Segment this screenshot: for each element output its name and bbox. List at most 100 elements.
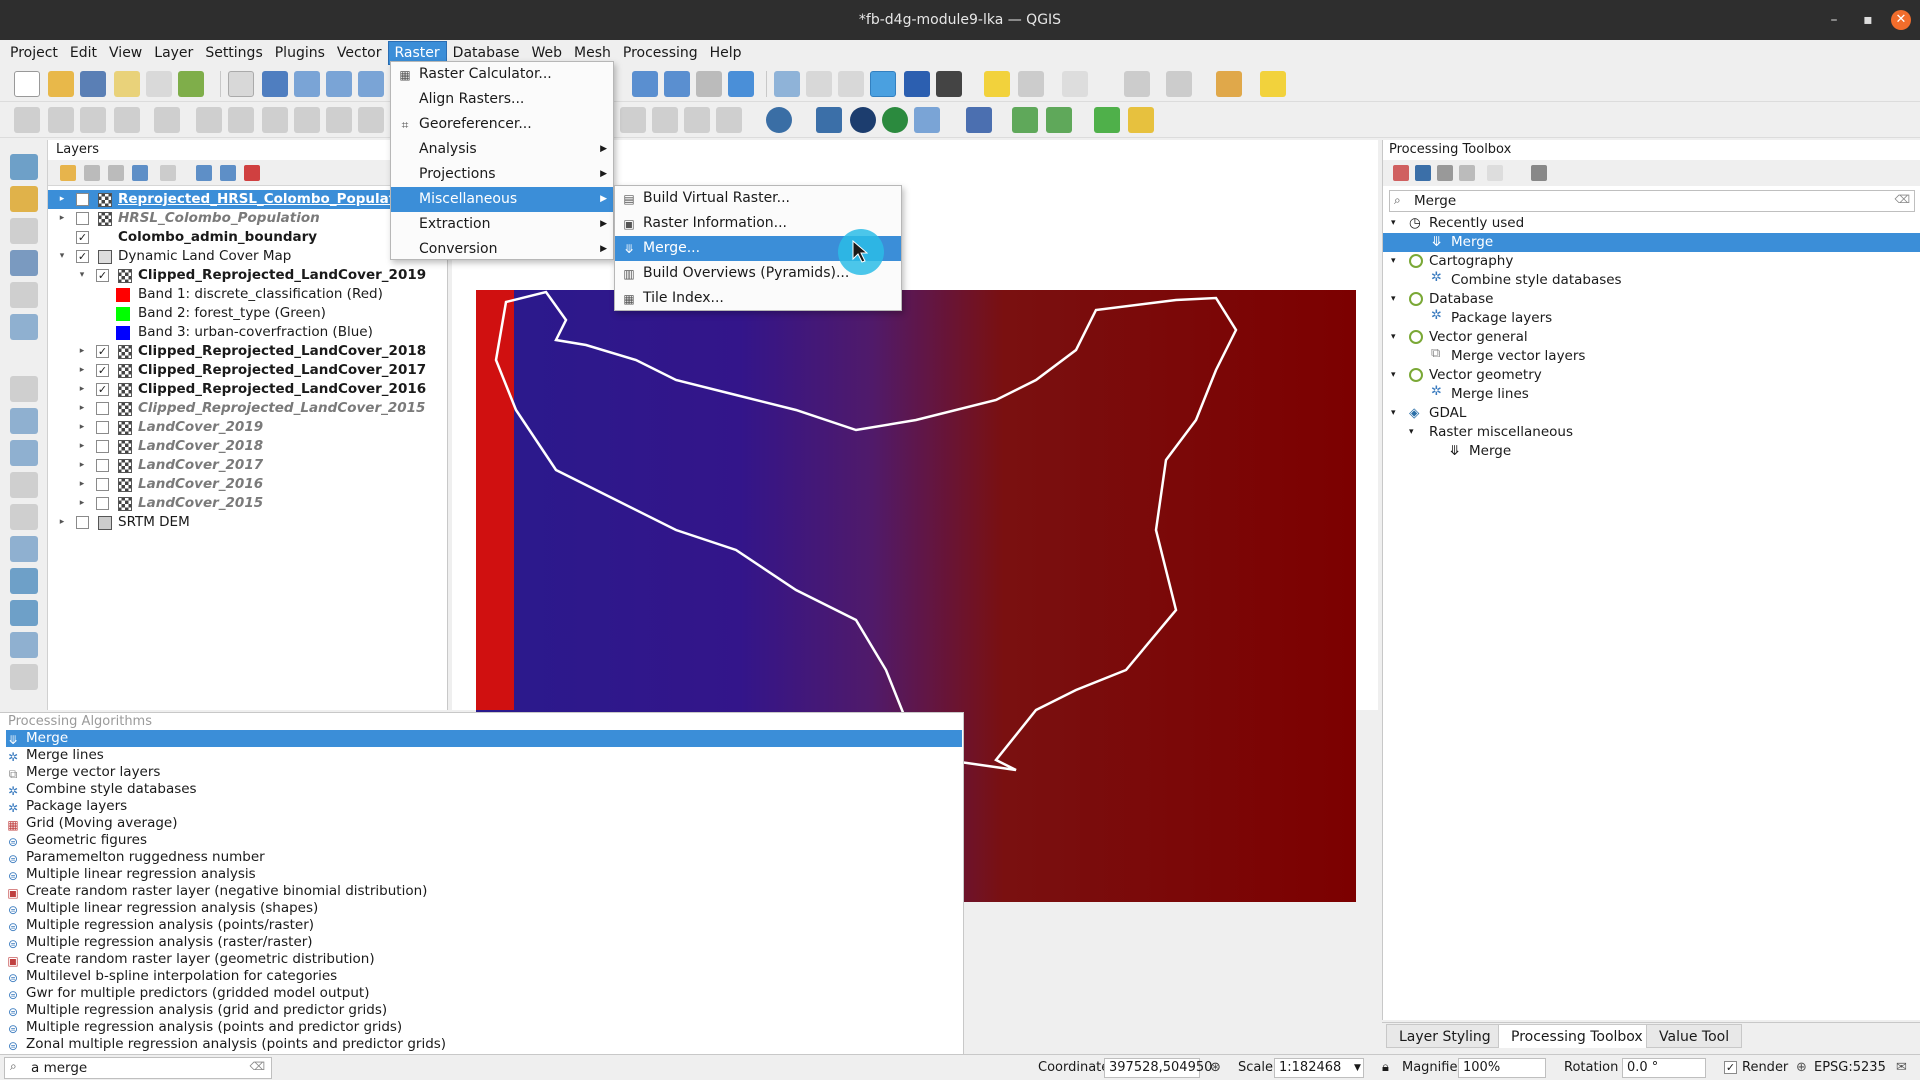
- attribute-table-icon[interactable]: [806, 71, 832, 97]
- zoom-in-icon[interactable]: [294, 71, 320, 97]
- tile-index-item[interactable]: ▦ Tile Index...: [623, 290, 724, 306]
- expand-icon[interactable]: ▸: [59, 194, 65, 204]
- toolbox-algorithm[interactable]: ⧉ Merge vector layers: [1431, 346, 1586, 365]
- list-item[interactable]: ⊜ Multiple regression analysis (points an…: [7, 1019, 403, 1036]
- open-project-icon[interactable]: [48, 71, 74, 97]
- add-xyz-icon[interactable]: [10, 600, 38, 626]
- expand-icon[interactable]: ▸: [79, 365, 85, 375]
- expand-all-icon[interactable]: [196, 165, 212, 181]
- tab-layer-styling[interactable]: Layer Styling: [1386, 1024, 1504, 1048]
- menu-plugins[interactable]: Plugins: [274, 45, 325, 61]
- expand-icon[interactable]: ▸: [59, 213, 65, 223]
- miscellaneous-submenu[interactable]: Miscellaneous ▶: [391, 187, 613, 212]
- tab-value-tool[interactable]: Value Tool: [1646, 1024, 1743, 1048]
- pan-to-selection-icon[interactable]: [262, 71, 288, 97]
- list-item[interactable]: ⊜ Paramemelton ruggedness number: [7, 849, 265, 866]
- toolbox-algorithm[interactable]: ✲ Combine style databases: [1431, 270, 1622, 289]
- layer-checkbox[interactable]: [96, 459, 109, 472]
- add-wcs-icon[interactable]: [10, 472, 38, 498]
- plugin-c-icon[interactable]: [1128, 107, 1154, 133]
- extents-toggle-icon[interactable]: ⊛: [1210, 1060, 1221, 1075]
- lock-scale-icon[interactable]: 🔒︎: [1382, 1060, 1389, 1075]
- identify-features-icon[interactable]: [774, 71, 800, 97]
- menu-settings[interactable]: Settings: [205, 45, 263, 61]
- menu-processing[interactable]: Processing: [622, 45, 698, 61]
- menu-mesh[interactable]: Mesh: [574, 45, 611, 61]
- list-item[interactable]: ✲ Combine style databases: [7, 781, 197, 798]
- list-item[interactable]: ▣ Create random raster layer (negative bi…: [7, 883, 428, 900]
- filter-legend-icon[interactable]: [132, 165, 148, 181]
- layer-row[interactable]: ▸ SRTM DEM: [48, 513, 448, 532]
- rotation-field[interactable]: 0.0 °: [1622, 1058, 1706, 1078]
- menu-help[interactable]: Help: [709, 45, 742, 61]
- expand-icon[interactable]: ▸: [79, 479, 85, 489]
- georeferencer-plugin-icon[interactable]: [766, 107, 792, 133]
- add-vector-tile-icon[interactable]: [10, 632, 38, 658]
- messages-icon[interactable]: ✉: [1896, 1060, 1907, 1075]
- show-hide-labels-icon[interactable]: [684, 107, 710, 133]
- add-postgis-icon[interactable]: [10, 536, 38, 562]
- layer-checkbox[interactable]: ✓: [76, 250, 89, 263]
- new-bookmark-icon[interactable]: [1018, 71, 1044, 97]
- select-all-icon[interactable]: [1260, 71, 1286, 97]
- layer-checkbox[interactable]: ✓: [76, 231, 89, 244]
- menu-database[interactable]: Database: [452, 45, 520, 61]
- align-rasters-item[interactable]: Align Rasters...: [419, 91, 525, 107]
- add-spatialite-icon[interactable]: [10, 376, 38, 402]
- scripts-icon[interactable]: [1415, 165, 1431, 181]
- save-project-icon[interactable]: [80, 71, 106, 97]
- layer-row[interactable]: ▸ LandCover_2019: [48, 418, 448, 437]
- history-icon[interactable]: [1437, 165, 1453, 181]
- clear-locator-icon[interactable]: ⌫: [249, 1060, 265, 1073]
- zoom-last-icon[interactable]: [632, 71, 658, 97]
- zoom-out-icon[interactable]: [326, 71, 352, 97]
- list-item[interactable]: ⊜ Multilevel b-spline interpolation for c…: [7, 968, 338, 985]
- list-item[interactable]: ⊜ Multiple linear regression analysis: [7, 866, 256, 883]
- text-annotation-icon[interactable]: [1062, 71, 1088, 97]
- expand-icon[interactable]: ▸: [59, 517, 65, 527]
- layer-checkbox[interactable]: ✓: [96, 345, 109, 358]
- toolbox-group-gdal[interactable]: ▾ ◈ GDAL: [1391, 405, 1467, 421]
- processing-toolbox-icon[interactable]: [870, 71, 896, 97]
- layer-row[interactable]: ▸ ✓ Clipped_Reprojected_LandCover_2016: [48, 380, 448, 399]
- list-item[interactable]: ⊜ Multiple regression analysis (raster/ra…: [7, 934, 313, 951]
- maximize-button[interactable]: ▪: [1863, 12, 1873, 28]
- select-by-location-icon[interactable]: [1216, 71, 1242, 97]
- statistical-summary-icon[interactable]: [904, 71, 930, 97]
- menu-project[interactable]: Project: [10, 45, 58, 61]
- menu-web[interactable]: Web: [531, 45, 563, 61]
- layout-manager-icon[interactable]: [146, 71, 172, 97]
- zoom-next-icon[interactable]: [664, 71, 690, 97]
- results-icon[interactable]: [1459, 165, 1475, 181]
- search-plugin-icon[interactable]: [1094, 107, 1120, 133]
- layer-row[interactable]: ▸ HRSL_Colombo_Population: [48, 209, 448, 228]
- list-item[interactable]: ⤋ Merge: [6, 730, 962, 747]
- clear-search-icon[interactable]: ⌫: [1894, 193, 1910, 206]
- plugin-a-icon[interactable]: [1012, 107, 1038, 133]
- more-layers-icon[interactable]: [10, 664, 38, 690]
- menu-vector[interactable]: Vector: [336, 45, 382, 61]
- layer-checkbox[interactable]: [96, 478, 109, 491]
- field-calculator-icon[interactable]: [838, 71, 864, 97]
- conversion-submenu[interactable]: Conversion ▶: [391, 237, 613, 262]
- list-item[interactable]: ⊜ Zonal multiple regression analysis (poi…: [7, 1036, 447, 1053]
- collapse-all-icon[interactable]: [220, 165, 236, 181]
- paste-features-icon[interactable]: [326, 107, 352, 133]
- deselect-features-icon[interactable]: [1166, 71, 1192, 97]
- build-virtual-raster-item[interactable]: ▤ Build Virtual Raster...: [623, 190, 791, 206]
- layer-checkbox[interactable]: [96, 497, 109, 510]
- data-source-manager-icon[interactable]: [10, 154, 38, 180]
- toolbox-algorithm-merge[interactable]: ⤋ Merge: [1383, 233, 1920, 252]
- zoom-full-icon[interactable]: [358, 71, 384, 97]
- measure-line-icon[interactable]: [936, 71, 962, 97]
- layer-row[interactable]: ✓ Colombo_admin_boundary: [48, 228, 448, 247]
- layer-row[interactable]: ▸ LandCover_2017: [48, 456, 448, 475]
- toolbox-group-cartography[interactable]: ▾ Cartography: [1391, 253, 1514, 269]
- layer-row[interactable]: ▾ ✓ Clipped_Reprojected_LandCover_2019: [48, 266, 448, 285]
- add-group-icon[interactable]: [84, 165, 100, 181]
- style-layer-icon[interactable]: [60, 165, 76, 181]
- coordinate-field[interactable]: 397528,504950: [1104, 1058, 1212, 1078]
- toggle-editing-icon[interactable]: [48, 107, 74, 133]
- list-item[interactable]: ⊜ Geometric figures: [7, 832, 148, 849]
- add-wfs-icon[interactable]: [10, 504, 38, 530]
